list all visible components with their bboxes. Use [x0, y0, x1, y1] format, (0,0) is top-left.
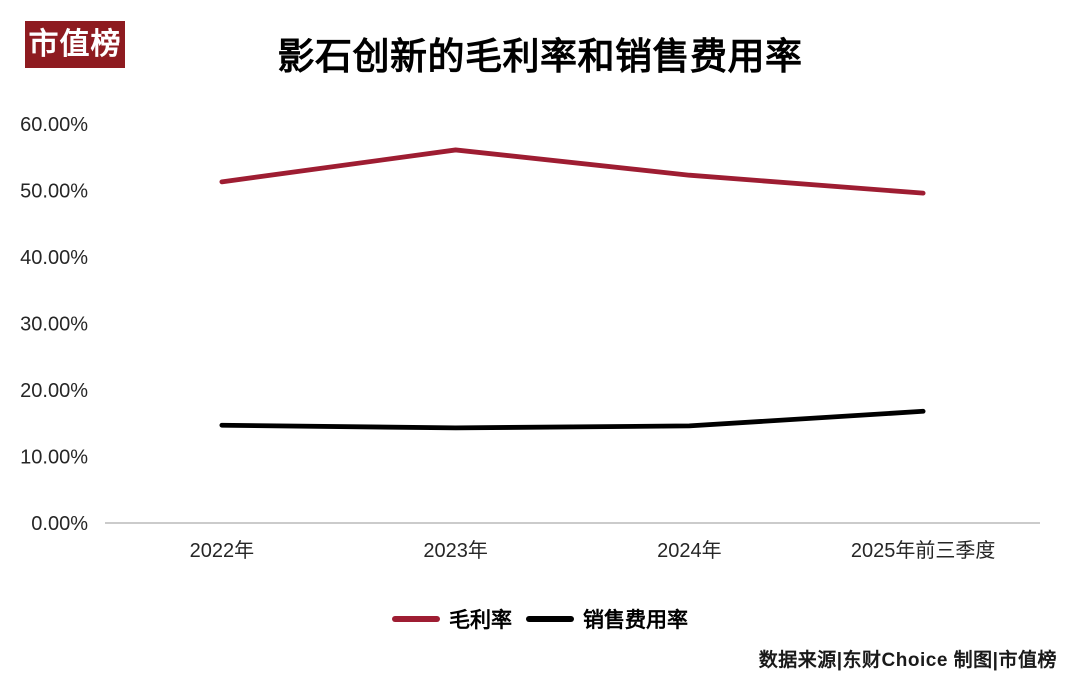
gross-margin-line: [219, 147, 926, 196]
legend-label: 销售费用率: [583, 609, 688, 632]
legend-line-swatch: [526, 616, 574, 622]
chart-legend: 毛利率 销售费用率: [0, 604, 1080, 634]
x-axis-category-label: 2022年: [190, 539, 255, 562]
sales-expense-line: [219, 408, 926, 431]
y-axis-tick-label: 50.00%: [20, 181, 88, 203]
x-axis-category-label: 2023年: [423, 539, 488, 562]
legend-item: 销售费用率: [526, 604, 688, 634]
y-axis-tick-label: 10.00%: [20, 447, 88, 469]
y-axis-tick-label: 20.00%: [20, 380, 88, 402]
brand-logo: 市值榜: [25, 21, 125, 68]
y-axis-tick-label: 60.00%: [20, 114, 88, 136]
y-axis-tick-label: 30.00%: [20, 314, 88, 336]
y-axis-tick-label: 40.00%: [20, 247, 88, 269]
line-chart: 0.00% 10.00% 20.00% 30.00% 40.00% 50.00% 60.00…: [20, 114, 1040, 562]
legend-label: 毛利率: [449, 609, 512, 632]
legend-item: 毛利率: [392, 604, 512, 634]
chart-title: 影石创新的毛利率和销售费用率: [277, 36, 803, 77]
x-axis-category-label: 2024年: [657, 539, 722, 562]
legend-line-swatch: [392, 616, 440, 622]
source-credit: 数据来源|东财Choice 制图|市值榜: [758, 650, 1057, 671]
x-axis-category-label: 2025年前三季度: [851, 539, 996, 562]
y-axis-tick-label: 0.00%: [31, 513, 88, 535]
